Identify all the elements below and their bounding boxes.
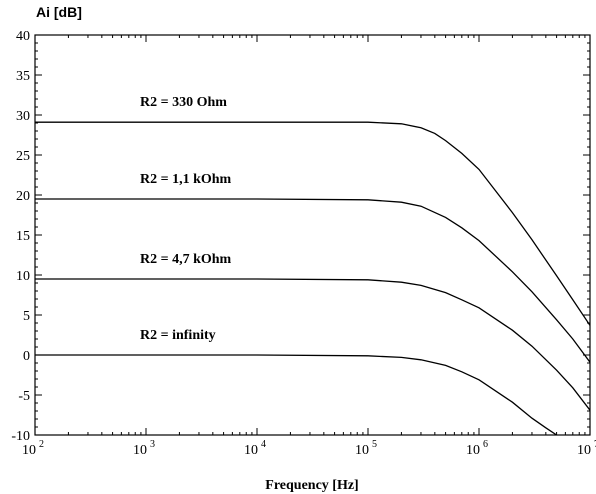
y-tick-label: 15	[16, 229, 30, 244]
series-label-3: R2 = 4,7 kOhm	[140, 252, 232, 267]
x-tick-label-exponent: 2	[39, 439, 44, 450]
y-tick-labels: 40 35 30 25 20 15 10 5 0 -5 -10	[11, 29, 30, 444]
y-axis-label: Ai [dB]	[36, 4, 82, 20]
series-line-3	[35, 278, 590, 411]
y-tick-label: 0	[23, 349, 30, 364]
x-tick-labels: 102103104105106107	[22, 439, 596, 458]
x-tick-label-exponent: 6	[483, 439, 488, 450]
y-tick-label: -10	[11, 429, 30, 444]
x-axis-label: Frequency [Hz]	[265, 478, 358, 493]
series-curves	[35, 121, 590, 435]
x-tick-label-exponent: 7	[594, 439, 596, 450]
x-tick-label: 10	[22, 443, 36, 458]
x-tick-label-exponent: 3	[150, 439, 155, 450]
y-tick-label: 40	[16, 29, 30, 44]
series-label-1: R2 = 330 Ohm	[140, 95, 227, 110]
x-tick-label-exponent: 5	[372, 439, 377, 450]
y-tick-label: 30	[16, 109, 30, 124]
y-tick-label: -5	[18, 389, 30, 404]
y-tick-label: 20	[16, 189, 30, 204]
series-label-2: R2 = 1,1 kOhm	[140, 172, 232, 187]
y-tick-label: 5	[23, 309, 30, 324]
plot-frame	[34, 34, 591, 436]
y-tick-label: 25	[16, 149, 30, 164]
y-tick-label: 10	[16, 269, 30, 284]
series-line-1	[35, 121, 590, 326]
y-tick-label: 35	[16, 69, 30, 84]
x-tick-label: 10	[133, 443, 147, 458]
x-tick-label: 10	[466, 443, 480, 458]
series-line-4	[35, 354, 557, 435]
x-tick-label-exponent: 4	[261, 439, 266, 450]
x-tick-label: 10	[244, 443, 258, 458]
series-labels: R2 = 330 Ohm R2 = 1,1 kOhm R2 = 4,7 kOhm R2…	[140, 95, 232, 343]
series-line-2	[35, 198, 590, 363]
axis-ticks	[34, 34, 590, 436]
x-tick-label: 10	[577, 443, 591, 458]
x-tick-label: 10	[355, 443, 369, 458]
series-label-4: R2 = infinity	[140, 328, 216, 343]
